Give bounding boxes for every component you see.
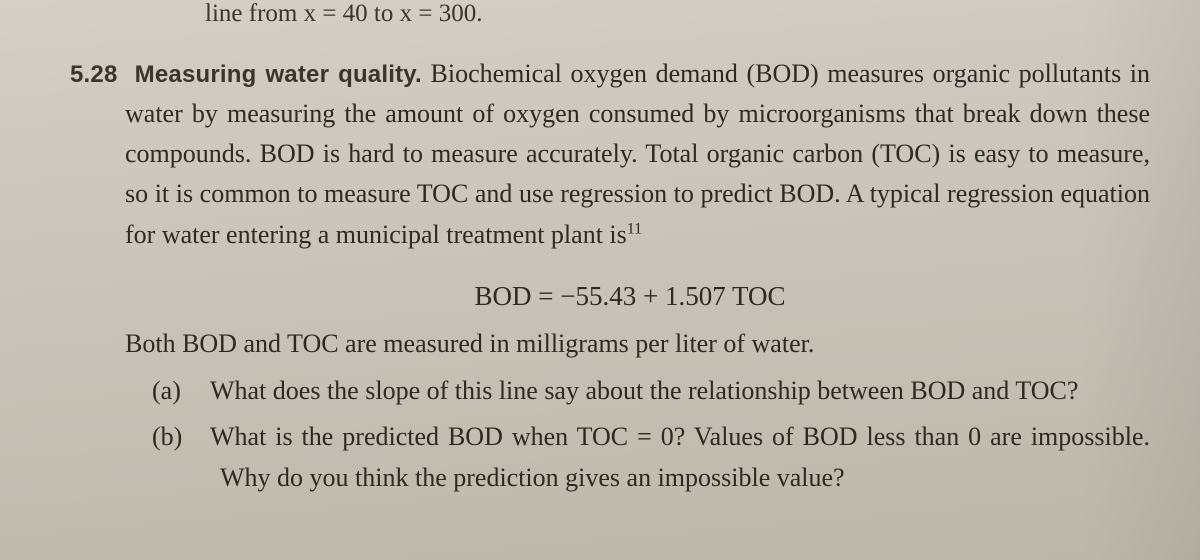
part-a-label: (a) — [152, 371, 210, 411]
footnote-mark: 11 — [627, 220, 642, 237]
problem-body: 5.28 Measuring water quality. Biochemica… — [70, 54, 1150, 255]
part-a-text: What does the slope of this line say abo… — [210, 376, 1078, 405]
part-b: (b)What is the predicted BOD when TOC = … — [70, 417, 1150, 498]
part-a: (a)What does the slope of this line say … — [70, 371, 1150, 411]
regression-equation: BOD = −55.43 + 1.507 TOC — [70, 281, 1150, 312]
problem-5-28: 5.28 Measuring water quality. Biochemica… — [70, 54, 1150, 498]
previous-problem-fragment: line from x = 40 to x = 300. — [70, 0, 1150, 28]
part-b-text: What is the predicted BOD when TOC = 0? … — [210, 422, 1150, 491]
part-b-label: (b) — [152, 417, 210, 457]
units-note: Both BOD and TOC are measured in milligr… — [70, 324, 1150, 363]
problem-number: 5.28 — [70, 61, 118, 88]
textbook-page: line from x = 40 to x = 300. 5.28 Measur… — [0, 0, 1200, 560]
problem-title: Measuring water quality. — [135, 61, 422, 88]
